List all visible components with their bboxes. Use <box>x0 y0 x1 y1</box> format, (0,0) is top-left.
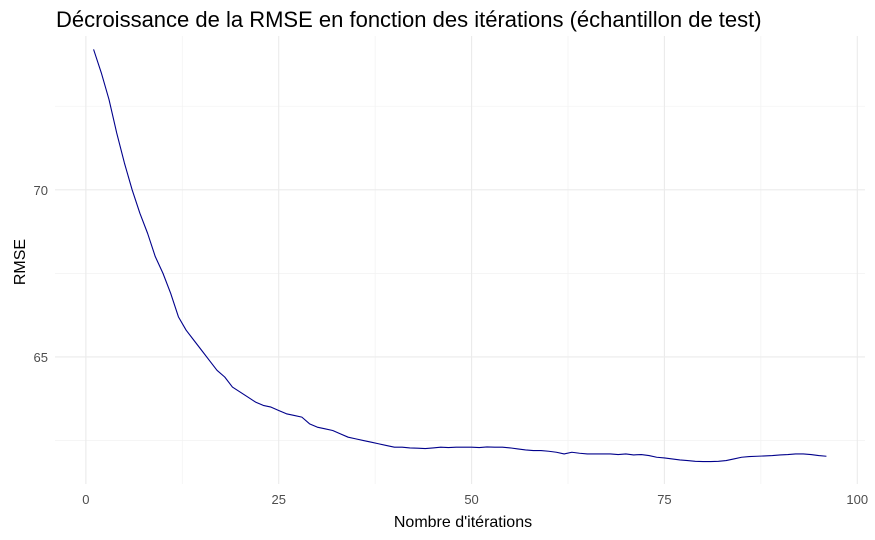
y-tick-label: 65 <box>34 350 48 365</box>
rmse-line <box>93 49 827 463</box>
y-tick-label: 70 <box>34 183 48 198</box>
series-group <box>93 49 827 463</box>
x-tick-label: 75 <box>657 492 671 507</box>
x-tick-label: 25 <box>271 492 285 507</box>
grid-lines <box>55 36 865 484</box>
x-tick-label: 0 <box>82 492 89 507</box>
x-tick-label: 100 <box>846 492 868 507</box>
tick-labels: 0 25 50 75 100 65 70 <box>34 183 869 507</box>
x-axis-title: Nombre d'itérations <box>394 514 532 531</box>
chart-title: Décroissance de la RMSE en fonction des … <box>56 7 762 32</box>
x-tick-label: 50 <box>464 492 478 507</box>
y-axis-title: RMSE <box>12 239 29 285</box>
